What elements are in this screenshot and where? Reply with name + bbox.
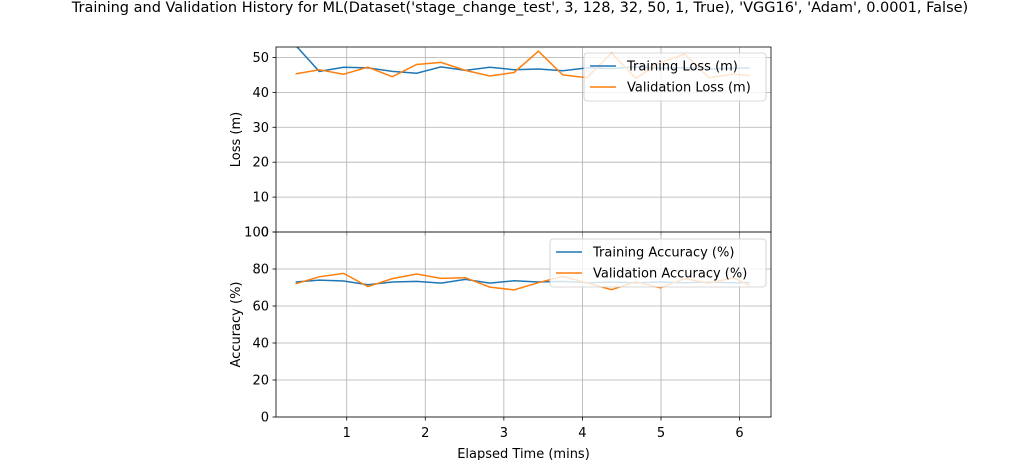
chart-title: Training and Validation History for ML(D… [71, 0, 968, 16]
y-axis-label: Loss (m) [229, 112, 244, 167]
x-axis-label: Elapsed Time (mins) [457, 447, 590, 460]
y-tick-label: 40 [252, 86, 269, 101]
legend-label: Validation Accuracy (%) [593, 267, 747, 282]
y-tick-label: 0 [261, 411, 269, 426]
legend-label: Training Accuracy (%) [592, 246, 734, 261]
y-tick-label: 60 [252, 300, 269, 315]
legend-label: Validation Loss (m) [627, 81, 751, 96]
legend-box [549, 238, 767, 288]
panel-loss: 0 10 20 30 40 50 Loss (m) Training Loss (m) Vali… [229, 46, 772, 241]
y-axis-label: Accuracy (%) [229, 282, 244, 368]
y-tick-label: 40 [252, 337, 269, 352]
y-tick-label: 50 [252, 51, 269, 66]
y-tick-label: 10 [252, 191, 269, 206]
legend-box [583, 52, 767, 102]
legend: Training Loss (m) Validation Loss (m) [583, 52, 767, 102]
axes-frame [275, 231, 772, 418]
x-tick-label: 2 [421, 426, 429, 441]
y-tick-label: 20 [252, 156, 269, 171]
y-tick-label: 0 [261, 226, 269, 241]
y-tick-label: 30 [252, 121, 269, 136]
panel-accuracy: 0 20 40 60 80 100 1 2 3 4 5 6 Accuracy (%) Elapsed Ti… [229, 226, 772, 460]
x-tick-label: 5 [657, 426, 665, 441]
y-tick-label: 80 [252, 263, 269, 278]
legend: Training Accuracy (%) Validation Accuracy… [549, 238, 767, 288]
x-tick-label: 4 [578, 426, 586, 441]
x-tick-label: 1 [343, 426, 351, 441]
y-tick-label: 100 [244, 226, 269, 241]
y-tick-label: 20 [252, 374, 269, 389]
legend-label: Training Loss (m) [626, 60, 738, 75]
x-tick-label: 3 [500, 426, 508, 441]
x-tick-label: 6 [735, 426, 743, 441]
